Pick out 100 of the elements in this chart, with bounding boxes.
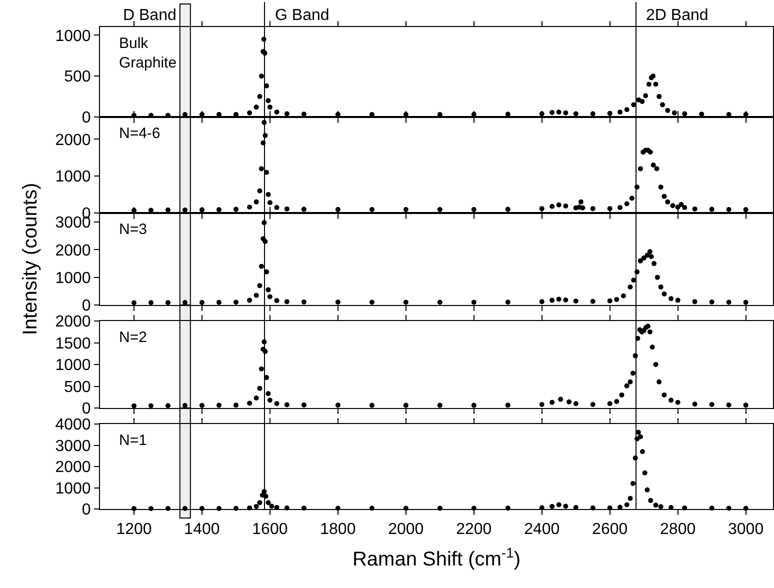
ref-line-label: G Band <box>275 7 330 24</box>
point <box>726 206 732 212</box>
point <box>653 362 658 367</box>
point <box>658 284 664 290</box>
y-tick-label: 500 <box>64 378 91 396</box>
point <box>656 94 662 100</box>
point <box>628 284 633 290</box>
point <box>631 102 636 108</box>
point <box>590 298 596 304</box>
ref-line-label: 2D Band <box>646 7 708 24</box>
point <box>550 504 555 509</box>
point <box>550 298 555 303</box>
point <box>654 166 660 172</box>
point <box>692 299 698 304</box>
point <box>675 400 680 405</box>
point <box>335 402 340 408</box>
point <box>573 401 578 406</box>
point <box>165 403 170 408</box>
point <box>665 108 670 113</box>
point <box>267 104 272 110</box>
point <box>563 110 568 116</box>
point <box>148 403 154 408</box>
x-tick-label: 1400 <box>184 521 220 538</box>
point <box>556 110 562 115</box>
point <box>247 298 252 303</box>
y-tick-label: 2000 <box>55 314 91 331</box>
point <box>505 300 510 305</box>
point <box>437 206 442 212</box>
x-tick-label: 1600 <box>252 521 288 538</box>
point <box>266 192 271 198</box>
point <box>471 300 476 305</box>
annotation: N=2 <box>119 329 147 346</box>
point <box>631 278 636 283</box>
point <box>284 111 290 116</box>
point <box>638 258 643 264</box>
point <box>254 504 259 509</box>
point <box>284 299 290 304</box>
point <box>369 206 374 212</box>
point <box>267 200 272 206</box>
point <box>257 94 262 100</box>
point <box>640 98 645 104</box>
point <box>254 104 259 110</box>
point <box>590 402 596 408</box>
annotation: N=4-6 <box>119 125 160 142</box>
point <box>165 300 170 306</box>
point <box>437 402 442 408</box>
point <box>624 383 630 388</box>
point <box>471 402 476 408</box>
point <box>403 300 408 305</box>
point <box>629 196 634 201</box>
point <box>216 402 222 408</box>
y-tick-label: 0 <box>82 400 91 418</box>
point <box>580 205 586 210</box>
point <box>650 344 655 350</box>
point <box>274 401 280 406</box>
point <box>550 110 555 115</box>
point <box>233 402 238 408</box>
x-tick-label: 1800 <box>320 521 356 538</box>
point <box>254 396 259 400</box>
point <box>692 402 698 407</box>
point <box>563 203 568 208</box>
point <box>539 299 544 304</box>
point <box>266 391 271 396</box>
point <box>643 93 648 98</box>
point <box>682 111 688 116</box>
point <box>573 298 578 304</box>
point <box>573 111 578 116</box>
point <box>662 392 667 398</box>
point <box>558 396 564 402</box>
point <box>590 111 596 116</box>
y-tick-label: 0 <box>82 298 91 315</box>
point <box>269 504 274 509</box>
point <box>182 207 188 212</box>
point <box>258 366 264 372</box>
point <box>614 398 620 404</box>
point <box>233 206 238 212</box>
point <box>682 204 688 210</box>
point <box>216 207 222 212</box>
point <box>274 110 280 115</box>
point <box>563 298 568 303</box>
point <box>403 402 408 408</box>
point <box>620 293 626 298</box>
y-tick-label: 1000 <box>55 270 91 287</box>
point <box>199 402 204 408</box>
point <box>233 300 238 305</box>
point <box>247 400 252 406</box>
point <box>650 162 656 168</box>
y-tick-label: 1000 <box>55 28 91 45</box>
point <box>618 110 623 115</box>
point <box>630 481 636 486</box>
point <box>335 300 340 305</box>
point <box>662 194 667 199</box>
point <box>672 110 677 116</box>
point <box>369 300 374 305</box>
y-tick-label: 500 <box>64 68 91 86</box>
point <box>638 434 643 440</box>
point <box>437 300 442 305</box>
point <box>675 298 680 303</box>
point <box>618 204 623 210</box>
y-tick-label: 1000 <box>55 357 91 374</box>
